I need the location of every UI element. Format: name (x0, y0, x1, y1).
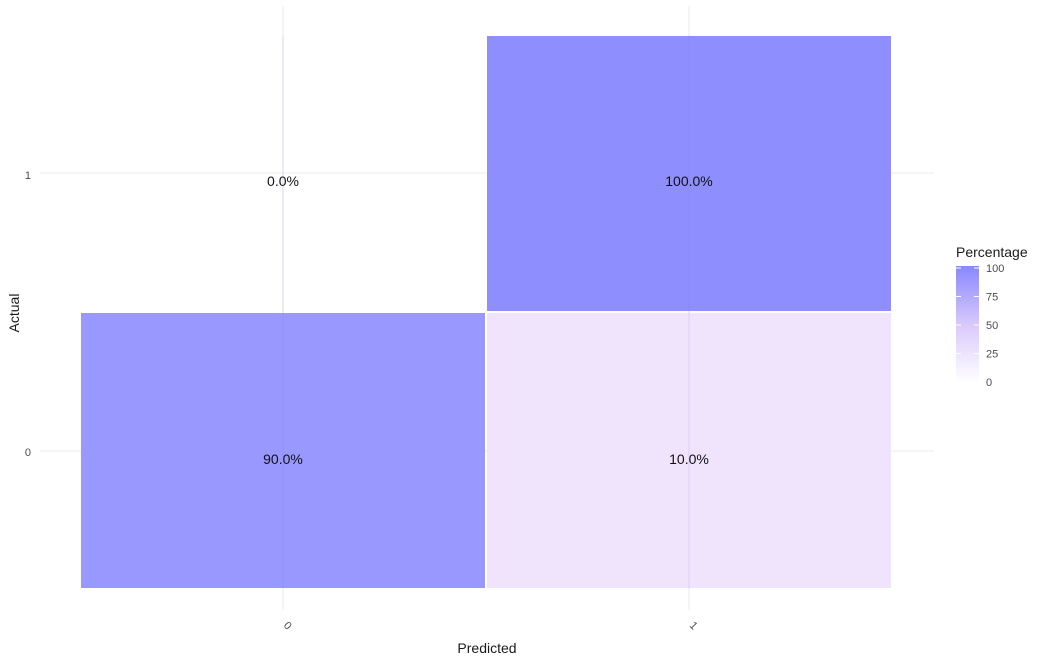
heatmap-cell-pred1-act0 (487, 313, 891, 588)
y-axis: 1 0 Actual (6, 170, 31, 459)
y-tick-label-1: 1 (25, 170, 31, 182)
heatmap-cell-pred0-act0 (81, 313, 485, 588)
cell-label-pred1-act0: 10.0% (669, 451, 709, 467)
x-tick-label-0: 0 (281, 620, 294, 633)
legend-tick-label-25: 25 (986, 349, 998, 361)
x-axis-title: Predicted (457, 640, 516, 656)
cell-label-pred0-act0: 90.0% (263, 451, 303, 467)
legend-title: Percentage (956, 244, 1028, 260)
heatmap-cell-pred1-act1 (487, 36, 891, 311)
x-tick-label-1: 1 (687, 620, 700, 633)
x-axis: 0 1 Predicted (281, 620, 700, 656)
legend-colorbar (956, 266, 979, 383)
heatmap-cells: 0.0% 100.0% 90.0% 10.0% (81, 35, 891, 589)
cell-label-pred0-act1: 0.0% (267, 173, 299, 189)
cell-label-pred1-act1: 100.0% (665, 173, 712, 189)
legend-ticks: 0 25 50 75 100 (956, 263, 1004, 389)
legend-tick-label-0: 0 (986, 377, 992, 389)
legend: Percentage 0 25 50 75 100 (956, 244, 1028, 389)
legend-tick-label-100: 100 (986, 263, 1004, 275)
legend-tick-label-50: 50 (986, 320, 998, 332)
legend-tick-label-75: 75 (986, 292, 998, 304)
y-tick-label-0: 0 (25, 447, 31, 459)
y-axis-title: Actual (6, 294, 22, 333)
